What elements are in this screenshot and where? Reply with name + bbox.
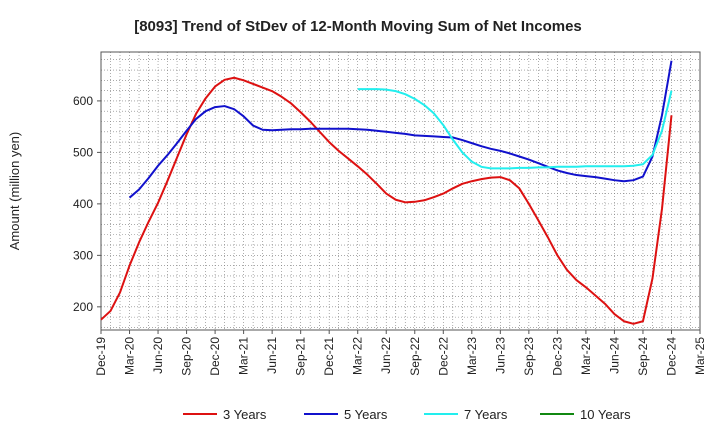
x-tick-label: Mar-22 bbox=[351, 337, 365, 375]
x-axis: Dec-19 Mar-20 Jun-20 Sep-20 Dec-20 Mar-21 Jun-… bbox=[94, 330, 707, 376]
chart-title: [8093] Trend of StDev of 12-Month Moving… bbox=[134, 18, 582, 35]
x-tick-label: Sep-24 bbox=[636, 337, 650, 376]
y-tick-label: 400 bbox=[73, 197, 93, 211]
y-axis-label: Amount (million yen) bbox=[7, 132, 22, 251]
legend-label-0: 3 Years bbox=[223, 407, 267, 422]
x-tick-label: Dec-23 bbox=[550, 337, 564, 376]
x-tick-label: Mar-25 bbox=[693, 337, 707, 375]
legend-label-3: 10 Years bbox=[580, 407, 631, 422]
x-tick-label: Dec-22 bbox=[436, 337, 450, 376]
x-tick-label: Dec-24 bbox=[664, 337, 678, 376]
x-tick-label: Sep-22 bbox=[408, 337, 422, 376]
series-line-0 bbox=[100, 76, 673, 325]
legend-label-1: 5 Years bbox=[344, 407, 388, 422]
y-tick-label: 500 bbox=[73, 145, 93, 159]
x-tick-label: Jun-20 bbox=[151, 337, 165, 374]
x-tick-label: Sep-21 bbox=[294, 337, 308, 376]
x-tick-label: Mar-20 bbox=[123, 337, 137, 375]
y-tick-label: 600 bbox=[73, 94, 93, 108]
x-tick-label: Jun-21 bbox=[265, 337, 279, 374]
grid bbox=[101, 52, 700, 330]
y-axis: 200 300 400 500 600 bbox=[73, 94, 101, 314]
legend: 3 Years 5 Years 7 Years 10 Years bbox=[183, 407, 631, 422]
x-tick-label: Jun-23 bbox=[493, 337, 507, 374]
series-line-1 bbox=[128, 60, 673, 199]
x-tick-label: Jun-24 bbox=[607, 337, 621, 374]
x-tick-label: Mar-23 bbox=[465, 337, 479, 375]
x-tick-label: Jun-22 bbox=[379, 337, 393, 374]
plot-area bbox=[100, 51, 701, 331]
legend-label-2: 7 Years bbox=[464, 407, 508, 422]
x-tick-label: Dec-21 bbox=[322, 337, 336, 376]
series-line-2 bbox=[357, 88, 673, 170]
x-tick-label: Dec-20 bbox=[208, 337, 222, 376]
x-tick-label: Mar-21 bbox=[237, 337, 251, 375]
x-tick-label: Sep-23 bbox=[522, 337, 536, 376]
x-tick-label: Sep-20 bbox=[180, 337, 194, 376]
y-tick-label: 300 bbox=[73, 248, 93, 262]
y-tick-label: 200 bbox=[73, 300, 93, 314]
x-tick-label: Mar-24 bbox=[579, 337, 593, 375]
series-group bbox=[100, 60, 673, 325]
x-tick-label: Dec-19 bbox=[94, 337, 108, 376]
